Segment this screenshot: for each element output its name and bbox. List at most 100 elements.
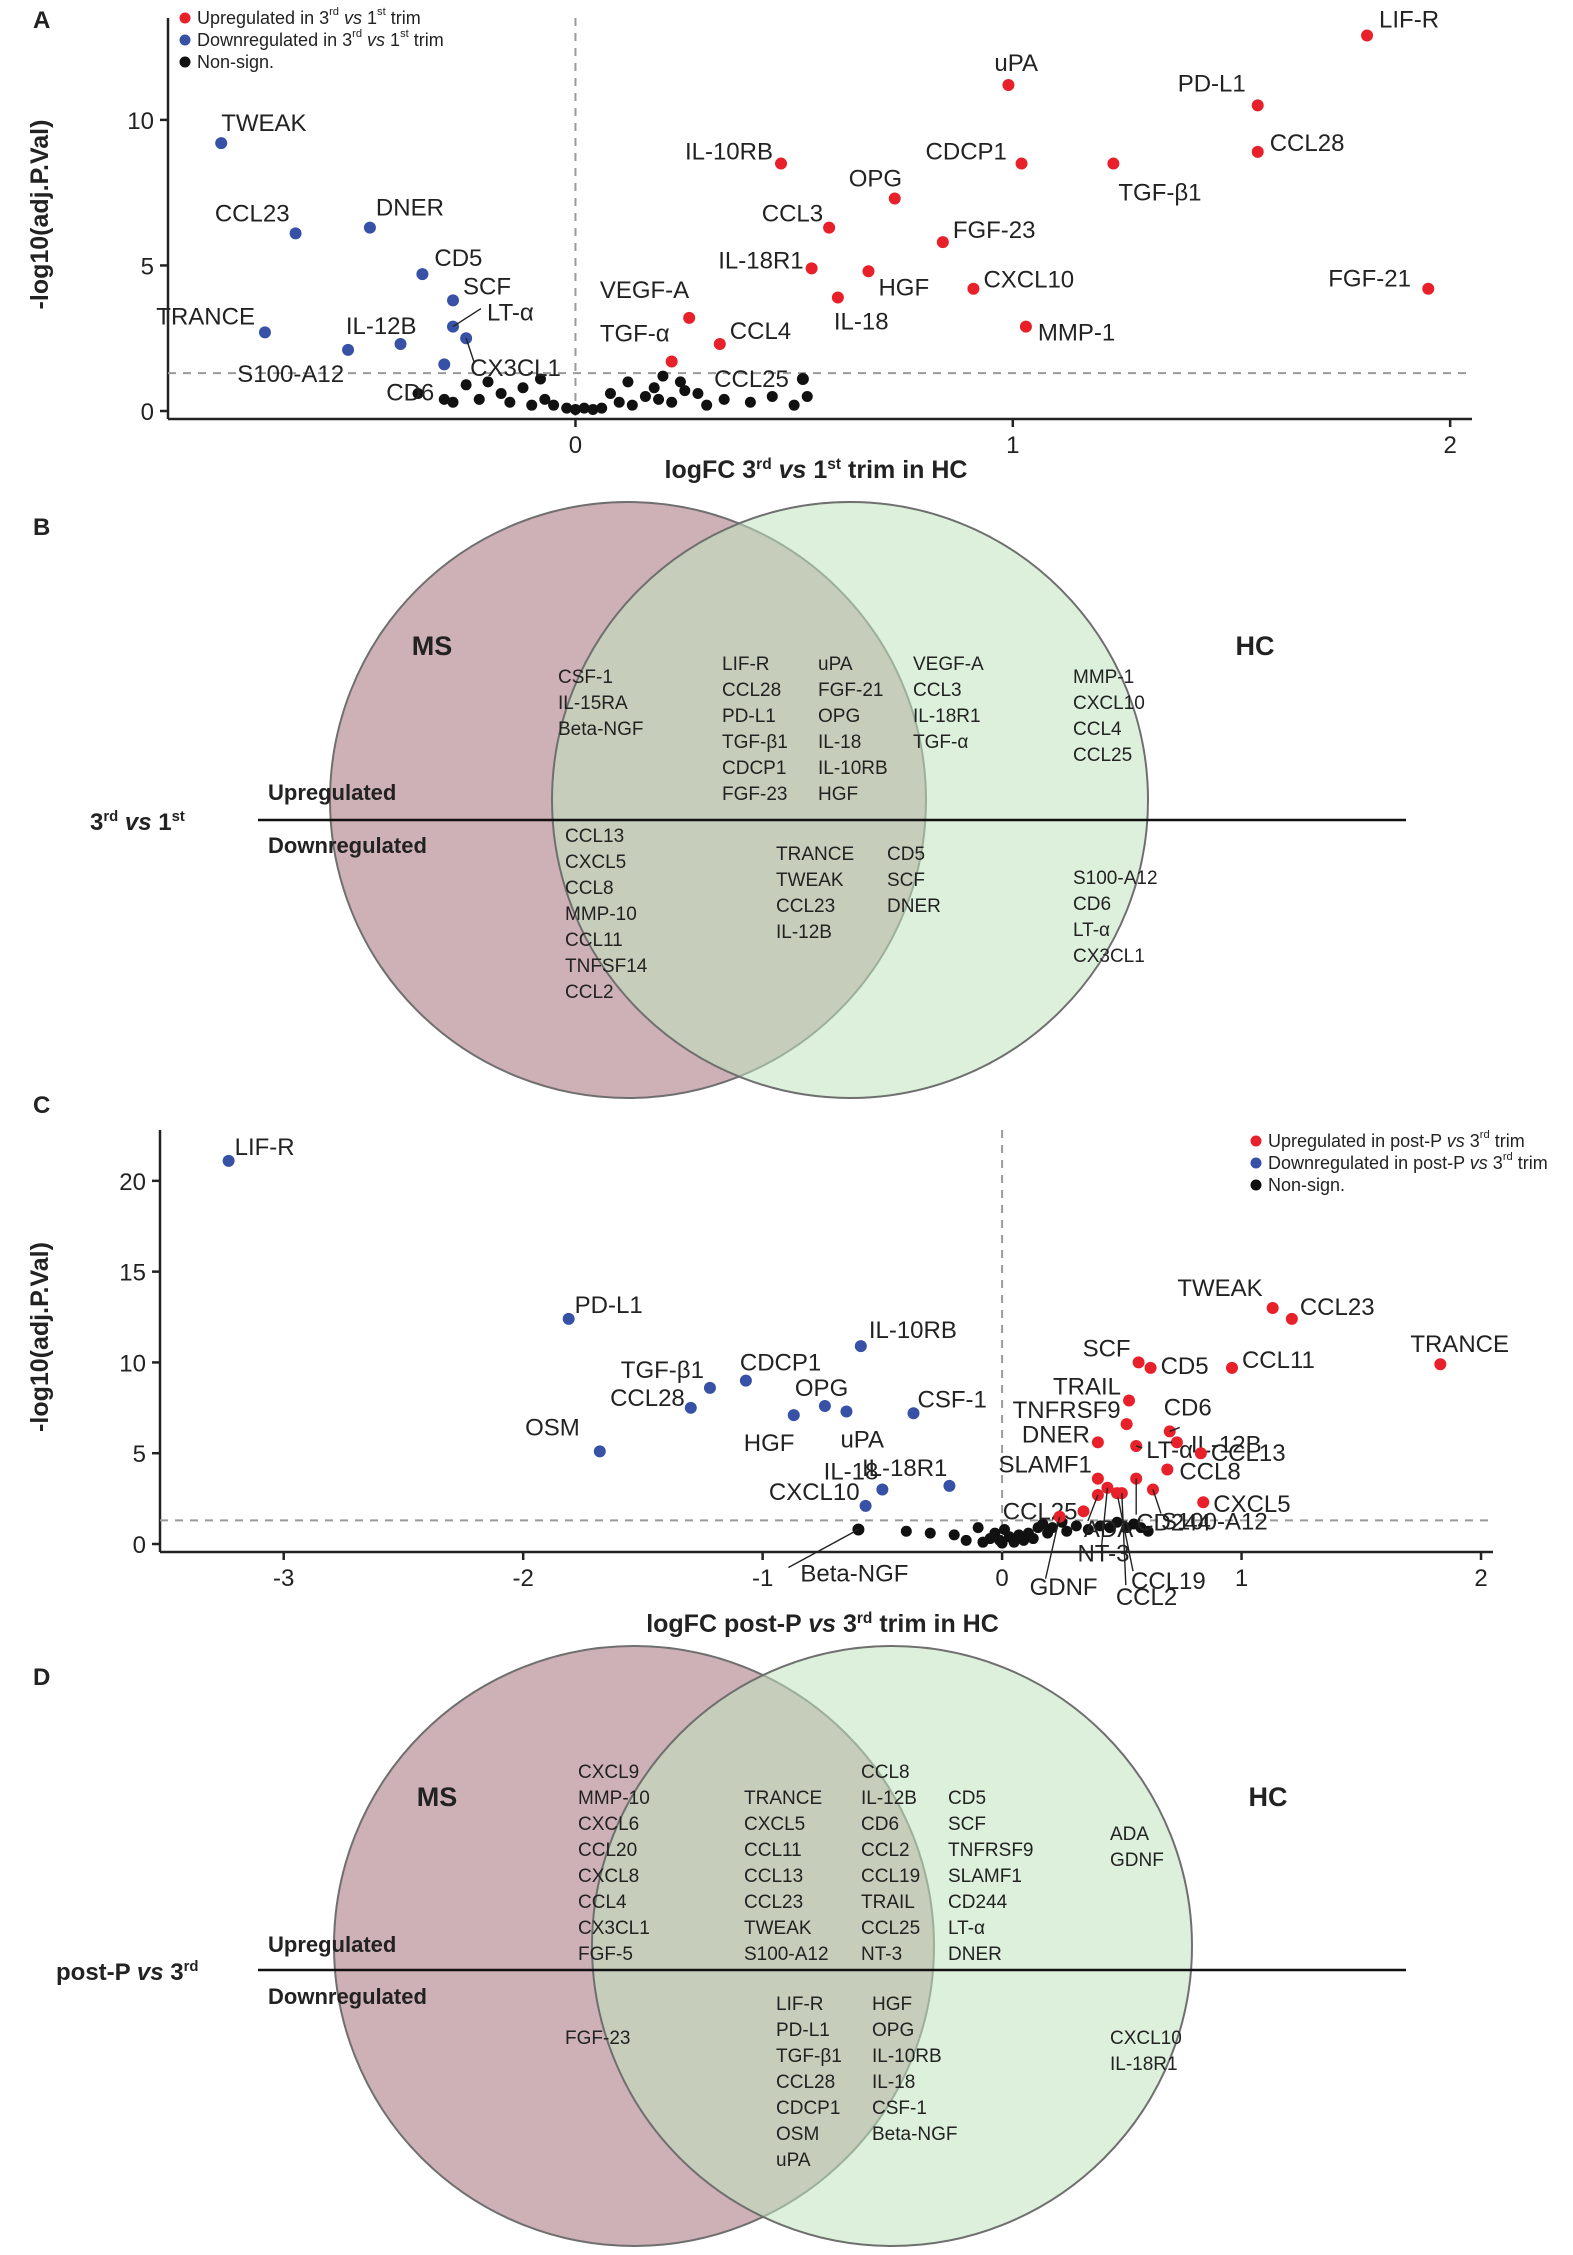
- data-point-nonsignificant: [587, 404, 599, 416]
- point-label: CXCL10: [983, 267, 1074, 294]
- point-label: CCL3: [762, 201, 823, 228]
- protein-name: IL-18R1: [1110, 2054, 1178, 2075]
- data-point-nonsignificant: [900, 1525, 912, 1537]
- downregulated-label: Downregulated: [268, 833, 427, 858]
- point-label: CCL2: [1116, 1584, 1177, 1611]
- point-label: CD244: [1136, 1510, 1211, 1537]
- data-point-nonsignificant: [972, 1522, 984, 1534]
- data-point-nonsignificant: [561, 402, 573, 414]
- y-tick-label: 10: [119, 1350, 146, 1377]
- protein-name: IL-15RA: [558, 693, 628, 714]
- data-point-nonsignificant: [639, 390, 651, 402]
- point-label: CCL28: [610, 1385, 685, 1412]
- protein-name: SLAMF1: [948, 1866, 1022, 1887]
- data-point-ccl3: [823, 221, 836, 234]
- protein-name: FGF-21: [818, 680, 883, 701]
- protein-name: FGF-23: [565, 2028, 630, 2049]
- protein-name: OPG: [872, 2020, 914, 2041]
- data-point-lif-r: [1361, 29, 1374, 42]
- point-label: DNER: [1022, 1421, 1090, 1448]
- protein-name: LIF-R: [776, 1994, 824, 2015]
- data-point-tgf-1: [703, 1381, 716, 1394]
- point-label: uPA: [840, 1426, 884, 1453]
- volcano-plot-C: C 0 5 10 15 20 -3 -2 -1 0 1 2 logFC post-P vs 3rd​ t…: [26, 1092, 1548, 1638]
- data-point-nonsignificant: [996, 1537, 1008, 1549]
- data-point-nonsignificant: [473, 393, 485, 405]
- protein-name: CCL13: [744, 1866, 803, 1887]
- hc-circle: [591, 1645, 1193, 2247]
- data-point-il-12b: [1170, 1436, 1183, 1449]
- data-point-vegf-a: [683, 311, 696, 324]
- x-tick-label: -1: [752, 1565, 773, 1592]
- label-leader-line: [1135, 1445, 1143, 1449]
- label-leader-line: [452, 307, 482, 328]
- point-label: LT-α: [487, 300, 534, 327]
- superscript: st: [827, 456, 841, 473]
- point-label: IL-18: [834, 308, 889, 335]
- data-point-nonsignificant: [1142, 1525, 1154, 1537]
- text-part: post-P: [56, 1959, 137, 1986]
- protein-name: Beta-NGF: [872, 2124, 958, 2145]
- downregulated-label: Downregulated: [268, 1984, 427, 2009]
- data-point-cdcp1: [739, 1374, 752, 1387]
- data-point-cd5: [1144, 1361, 1157, 1374]
- protein-name: CXCL10: [1110, 2028, 1182, 2049]
- text-part: Downregulated in 3: [197, 30, 352, 50]
- point-label: IL-18: [824, 1459, 879, 1486]
- protein-name: FGF-23: [722, 784, 787, 805]
- legend-entry: Downregulated in 3rd​ vs 1st​ trim: [197, 28, 444, 50]
- protein-name: CSF-1: [872, 2098, 927, 2119]
- point-label: Beta-NGF: [800, 1560, 908, 1587]
- data-point-opg: [888, 192, 901, 205]
- data-point-nonsignificant: [504, 396, 516, 408]
- venn-diagram-D: D MS HC post-P vs 3rd​ Upregulated Downregula…: [33, 1645, 1406, 2247]
- text-part: 1: [806, 456, 827, 484]
- data-point-nonsignificant: [1027, 1533, 1039, 1545]
- data-point-cxcl10: [859, 1499, 872, 1512]
- vs-italic: vs: [1470, 1153, 1488, 1173]
- text-part: Non-sign.: [1268, 1175, 1345, 1195]
- hc-title: HC: [1236, 631, 1275, 661]
- data-point-tgf-: [665, 355, 678, 368]
- x-axis-title: logFC post-P vs 3rd​ trim in HC: [646, 1610, 999, 1638]
- data-point-tgf-1: [1107, 157, 1120, 170]
- y-tick-label: 15: [119, 1260, 146, 1287]
- data-point-cd6: [438, 358, 451, 371]
- point-label: CXCL10: [769, 1479, 860, 1506]
- protein-name: IL-18R1: [913, 706, 981, 727]
- point-label: CCL8: [1179, 1459, 1240, 1486]
- point-label: LIF-R: [235, 1134, 295, 1161]
- data-point-nonsignificant: [948, 1529, 960, 1541]
- label-leader-line: [465, 338, 475, 363]
- protein-name: CCL20: [578, 1840, 637, 1861]
- superscript: rd: [352, 28, 362, 40]
- text-part: 3: [90, 809, 103, 836]
- point-label: CSF-1: [917, 1386, 986, 1413]
- vs-italic: vs: [125, 809, 152, 836]
- protein-name: CCL8: [565, 878, 614, 899]
- protein-name: IL-12B: [776, 922, 832, 943]
- data-point-nonsignificant: [613, 396, 625, 408]
- superscript: rd: [1480, 1129, 1490, 1141]
- point-label: TGF-α: [600, 321, 670, 348]
- hc-circle: [551, 501, 1149, 1099]
- legend: Upregulated in post-P vs 3rd​ trimDownre…: [1250, 1129, 1548, 1195]
- protein-name: LT-α: [948, 1918, 985, 1939]
- text-part: 3: [164, 1959, 184, 1986]
- protein-name: OSM: [776, 2124, 819, 2145]
- point-label: CCL13: [1211, 1440, 1286, 1467]
- data-point-nonsignificant: [679, 385, 691, 397]
- data-point-nonsignificant: [569, 404, 581, 416]
- vs-italic: vs: [808, 1610, 836, 1638]
- data-point-hgf: [862, 265, 875, 278]
- point-label: CD5: [434, 245, 482, 272]
- protein-name: CCL19: [861, 1866, 920, 1887]
- protein-name: CCL2: [861, 1840, 910, 1861]
- protein-name: VEGF-A: [913, 654, 984, 675]
- data-point-nonsignificant: [412, 388, 424, 400]
- legend-marker: [1250, 1157, 1262, 1169]
- data-point-nonsignificant: [1046, 1522, 1058, 1534]
- label-leader-line: [1044, 1516, 1061, 1579]
- point-label: DNER: [376, 195, 444, 222]
- protein-name: IL-18: [872, 2072, 915, 2093]
